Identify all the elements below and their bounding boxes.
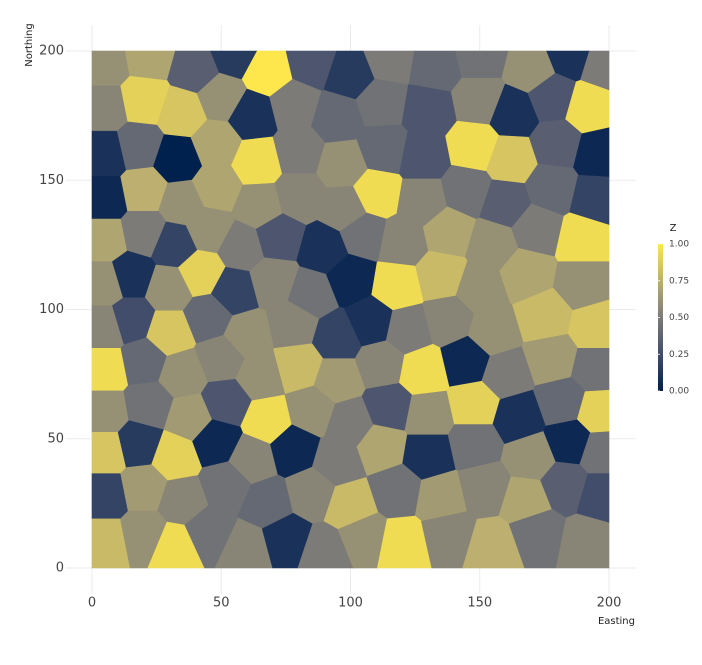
y-tick-label: 150 bbox=[39, 173, 64, 188]
y-tick-label: 50 bbox=[47, 431, 64, 446]
x-tick-label: 100 bbox=[338, 596, 363, 611]
cell bbox=[454, 50, 509, 79]
x-tick-label: 150 bbox=[467, 596, 492, 611]
cell bbox=[555, 513, 610, 569]
cell bbox=[337, 512, 388, 569]
cell bbox=[404, 390, 455, 436]
x-tick-label: 0 bbox=[88, 596, 96, 611]
x-axis-title: Easting bbox=[598, 616, 635, 627]
cell bbox=[398, 131, 452, 180]
y-tick-label: 0 bbox=[56, 561, 64, 576]
cell bbox=[91, 390, 130, 433]
colorbar bbox=[658, 244, 663, 391]
cell bbox=[508, 509, 567, 569]
x-tick-label: 50 bbox=[213, 596, 230, 611]
cell bbox=[124, 50, 176, 81]
colorbar-label: 0.25 bbox=[669, 350, 689, 360]
cell bbox=[377, 515, 433, 569]
cell bbox=[297, 521, 354, 569]
cell bbox=[421, 511, 478, 569]
colorbar-label: 0.75 bbox=[669, 276, 689, 286]
colorbar-label: 0.00 bbox=[669, 387, 689, 397]
cell bbox=[272, 126, 326, 175]
cell bbox=[261, 512, 313, 569]
y-tick-label: 100 bbox=[39, 302, 64, 317]
cell bbox=[462, 515, 526, 569]
cell bbox=[91, 50, 131, 87]
colorbar-label: 1.00 bbox=[669, 240, 689, 250]
colorbar-title: Z bbox=[670, 223, 677, 234]
cells bbox=[91, 50, 610, 569]
x-tick-label: 200 bbox=[597, 596, 622, 611]
cell bbox=[401, 84, 458, 137]
colorbar-label: 0.50 bbox=[669, 313, 689, 323]
cell bbox=[528, 119, 583, 169]
y-axis-title: Northing bbox=[24, 23, 35, 66]
y-tick-label: 200 bbox=[39, 44, 64, 59]
